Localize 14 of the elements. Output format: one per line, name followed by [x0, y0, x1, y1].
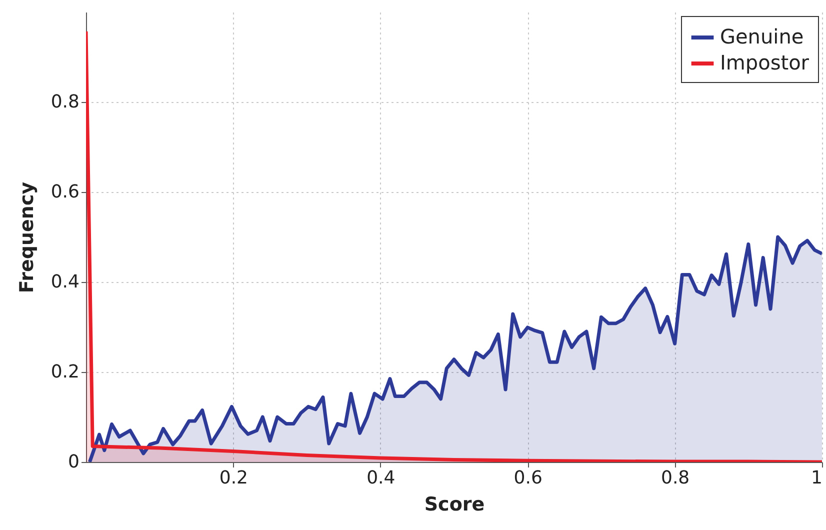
y-tick-label: 0.6 — [50, 182, 80, 202]
legend-label: Genuine — [720, 24, 804, 48]
legend-label: Impostor — [720, 50, 810, 74]
y-tick-label: 0.2 — [50, 362, 80, 382]
x-tick-label: 0.6 — [514, 468, 542, 488]
y-axis-title: Frequency — [16, 181, 38, 294]
x-tick-label: 0.4 — [366, 468, 396, 488]
y-tick-label: 0.4 — [50, 272, 80, 292]
x-axis-title: Score — [424, 494, 485, 516]
y-tick-label: 0.8 — [50, 92, 80, 112]
x-tick-label: 0.8 — [660, 468, 690, 488]
x-tick-label: 1 — [811, 468, 822, 488]
x-tick-label: 0.2 — [219, 468, 248, 488]
y-tick-label: 0 — [68, 452, 80, 472]
